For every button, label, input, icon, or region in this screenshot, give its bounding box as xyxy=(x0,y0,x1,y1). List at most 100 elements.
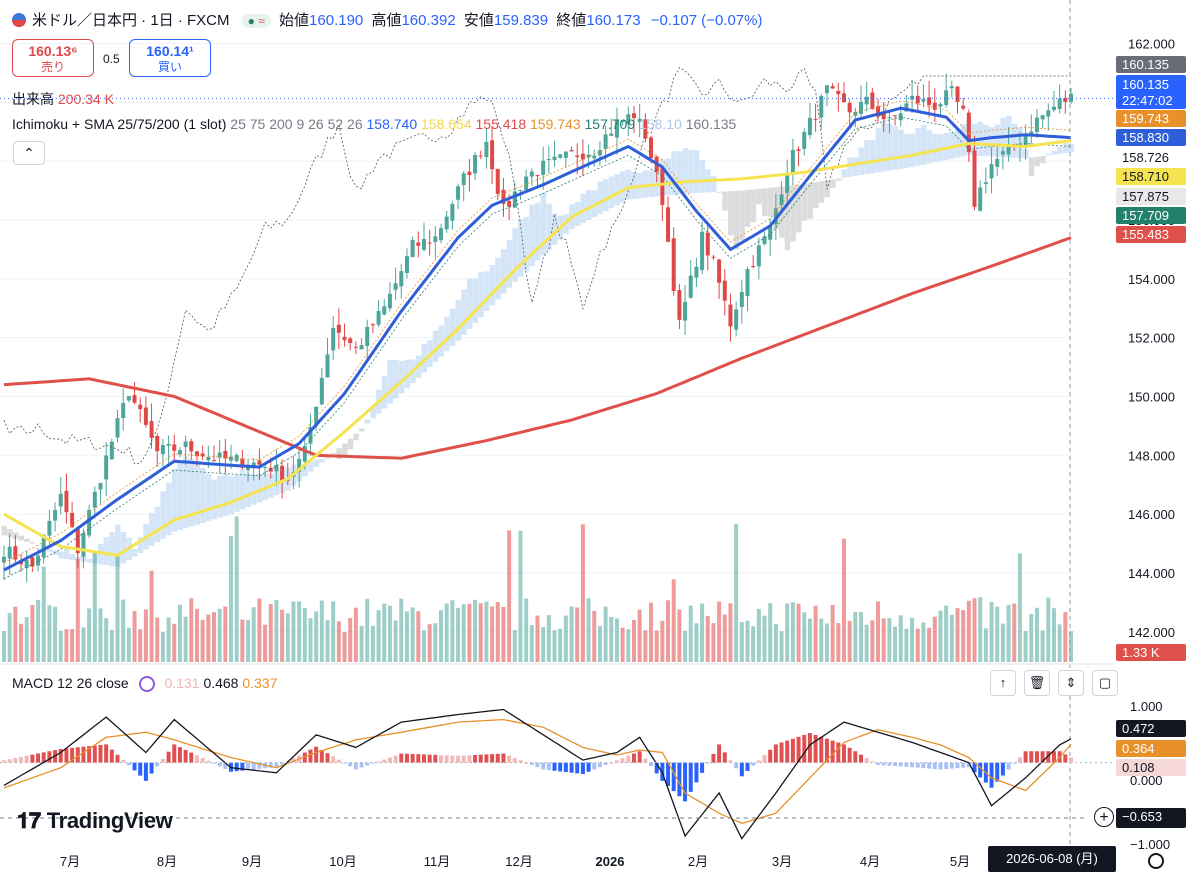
settings-icon[interactable] xyxy=(138,676,155,692)
candle xyxy=(841,82,846,103)
cloud-segment xyxy=(58,551,64,559)
candle xyxy=(745,266,750,312)
cloud-segment xyxy=(523,217,530,272)
macd-hist-bar xyxy=(751,762,756,766)
candle xyxy=(597,141,602,166)
macd-hist-bar xyxy=(790,738,795,763)
candle-body xyxy=(802,131,807,149)
kijun-value: 157.709 xyxy=(584,116,636,132)
candle-body xyxy=(7,546,12,559)
candle xyxy=(824,85,829,107)
badge-spanb-text: 158.726 xyxy=(1122,150,1169,165)
gear-icon[interactable] xyxy=(1148,853,1164,869)
volume-bar xyxy=(166,617,171,662)
macd-legend[interactable]: MACD 12 26 close 0.131 0.468 0.337 xyxy=(12,675,277,692)
volume-bar xyxy=(893,626,898,662)
collapse-legend-button[interactable]: ⌃ xyxy=(13,141,45,165)
candle-body xyxy=(81,533,86,557)
candle-body xyxy=(734,309,739,330)
volume-bar xyxy=(132,610,137,662)
candle-body xyxy=(592,155,597,159)
move-up-icon[interactable]: ↑ xyxy=(990,670,1016,696)
indicator-legend[interactable]: Ichimoku + SMA 25/75/200 (1 slot) 25 75 … xyxy=(12,116,736,132)
candle-body xyxy=(711,256,716,258)
indicator-name: Ichimoku + SMA 25/75/200 (1 slot) xyxy=(12,116,227,132)
macd-hist-bar xyxy=(444,755,449,763)
volume-bar xyxy=(456,607,461,662)
macd-name: MACD 12 26 close xyxy=(12,675,129,691)
buy-button[interactable]: 160.14¹ 買い xyxy=(129,39,211,77)
volume-bar xyxy=(1057,624,1062,662)
candle-body xyxy=(768,225,773,240)
candle-body xyxy=(955,86,960,102)
delete-icon[interactable]: 🗑 xyxy=(1024,670,1050,696)
cloud-segment xyxy=(801,183,808,221)
candle-body xyxy=(138,404,143,410)
candle xyxy=(836,82,841,112)
cloud-segment xyxy=(18,535,25,541)
cloud-segment xyxy=(881,122,887,172)
cloud-segment xyxy=(733,190,740,250)
macd-hist-bar xyxy=(325,753,330,763)
cloud-segment xyxy=(909,133,916,168)
candle-body xyxy=(529,171,534,177)
cloud-segment xyxy=(177,460,183,530)
symbol-title[interactable]: 米ドル／日本円 · 1日 · FXCM xyxy=(32,12,230,29)
volume-bar xyxy=(251,607,256,662)
volume-bar xyxy=(671,579,676,662)
macd-hist-bar xyxy=(626,755,631,763)
candle xyxy=(830,82,835,89)
candle xyxy=(1063,90,1068,114)
macd-hist-bar xyxy=(807,733,812,763)
candle-body xyxy=(370,324,375,326)
cloud-segment xyxy=(239,469,246,510)
cloud-segment xyxy=(1045,153,1052,156)
candle xyxy=(246,459,251,482)
status-dots[interactable]: ● ≈ xyxy=(241,14,271,28)
volume-bar xyxy=(649,602,654,662)
candle xyxy=(1000,146,1005,170)
badge-spanb-bg xyxy=(1116,149,1186,166)
volume-bar xyxy=(666,600,671,662)
candle-body xyxy=(121,402,126,418)
badge-kijun: 157.709 xyxy=(1116,207,1186,224)
candle xyxy=(444,210,449,233)
volume-bar xyxy=(961,610,966,662)
macd-signal-line xyxy=(3,718,1072,825)
badge-kijun-text: 157.709 xyxy=(1122,208,1169,223)
macd-hist-bar xyxy=(274,762,279,768)
candle xyxy=(921,84,926,108)
cloud-segment xyxy=(529,204,535,266)
candle xyxy=(705,221,710,271)
volume-bar xyxy=(518,530,523,662)
candle-body xyxy=(609,133,614,136)
volume-legend[interactable]: 出来高 200.34 K xyxy=(12,89,114,109)
badge-signal-bg xyxy=(1116,740,1186,757)
volume-bar xyxy=(149,570,154,662)
volume-bar xyxy=(995,606,1000,662)
sell-button[interactable]: 160.13⁶ 売り xyxy=(12,39,94,77)
macd-hist-bar xyxy=(762,755,767,763)
maximize-pane-icon[interactable]: ▢ xyxy=(1092,670,1118,696)
candle xyxy=(529,168,534,186)
tradingview-logo[interactable]: 𝟏𝟕 TradingView xyxy=(17,808,173,834)
volume-bar xyxy=(353,607,358,662)
macd-hist-bar xyxy=(870,761,875,763)
candle-body xyxy=(41,535,46,558)
macd-hist-bar xyxy=(336,759,341,763)
volume-bar xyxy=(944,605,949,662)
cloud-segment xyxy=(1057,146,1063,154)
candle xyxy=(234,452,239,463)
cloud-segment xyxy=(994,124,1001,157)
add-alert-icon[interactable]: + xyxy=(1094,807,1114,827)
volume-bar xyxy=(813,605,818,662)
cloud-segment xyxy=(444,316,450,352)
macd-hist-bar xyxy=(177,747,182,763)
collapse-pane-icon[interactable]: ⇕ xyxy=(1058,670,1084,696)
macd-hist-bar xyxy=(490,754,495,763)
candle-body xyxy=(126,396,131,401)
macd-hist-bar xyxy=(183,749,188,763)
macd-hist-bar xyxy=(104,744,109,763)
open-value: 160.190 xyxy=(309,12,364,29)
